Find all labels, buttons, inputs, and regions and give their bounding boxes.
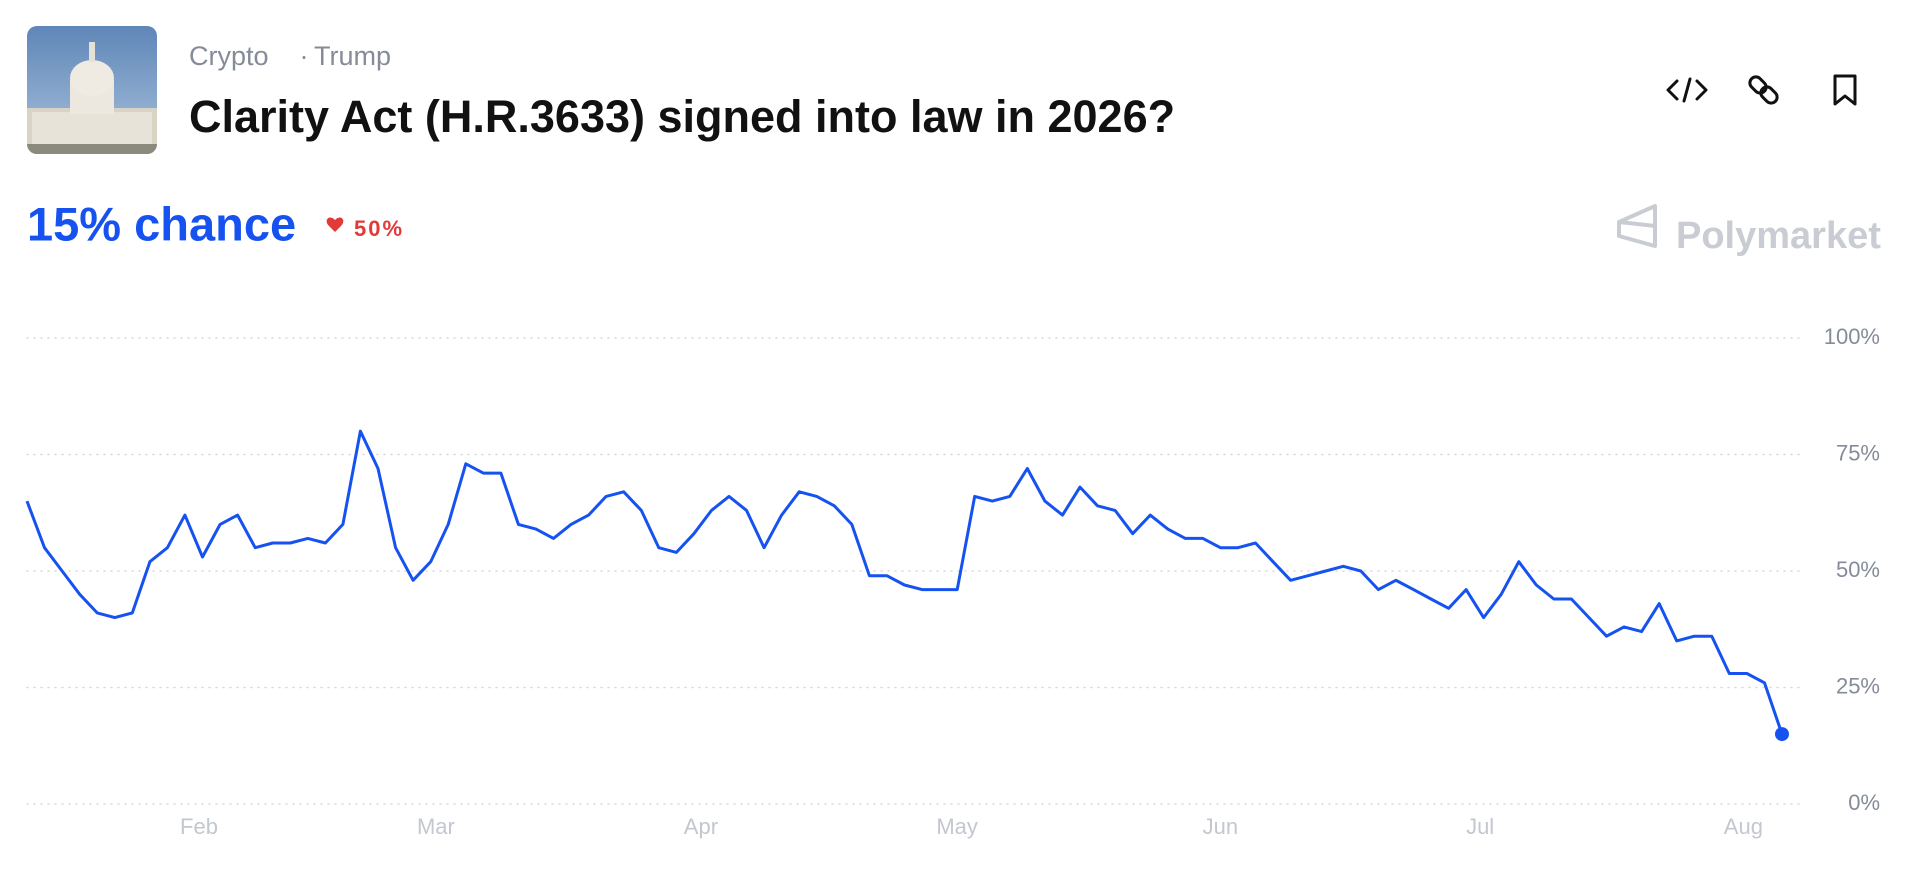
change: 50% [354,216,404,241]
change-icon [326,217,344,232]
y-tick-label: 75% [1836,440,1880,465]
brand-logo [1617,204,1657,248]
market-image [27,26,157,154]
brand: Polymarket [1676,215,1881,257]
end-point [1775,727,1789,742]
y-tick-label: 100% [1824,324,1880,349]
line [25,429,1784,735]
x-tick-label: Mar [417,814,455,839]
separator: · [300,41,309,71]
x-tick-label: Jul [1466,814,1494,839]
market-title: Clarity Act (H.R.3633) signed into law i… [189,91,1175,142]
tag[interactable]: Trump [314,41,391,71]
link-button[interactable] [1747,74,1779,105]
bookmark-button[interactable] [1833,74,1857,106]
tag[interactable]: Crypto [189,41,269,71]
chart: 0% 25% 50% 75% 100% Feb Mar Apr May Jun Jul Aug [25,324,1880,839]
y-tick-label: 50% [1836,557,1880,582]
embed-button[interactable] [1666,77,1708,103]
x-tick-label: Apr [684,814,718,839]
x-tick-label: Jun [1203,814,1238,839]
x-tick-label: Aug [1724,814,1763,839]
y-tick-label: 0% [1848,790,1880,815]
x-tick-label: May [936,814,978,839]
x-tick-label: Feb [180,814,218,839]
chance: 15% chance [27,197,296,250]
y-tick-label: 25% [1836,673,1880,698]
